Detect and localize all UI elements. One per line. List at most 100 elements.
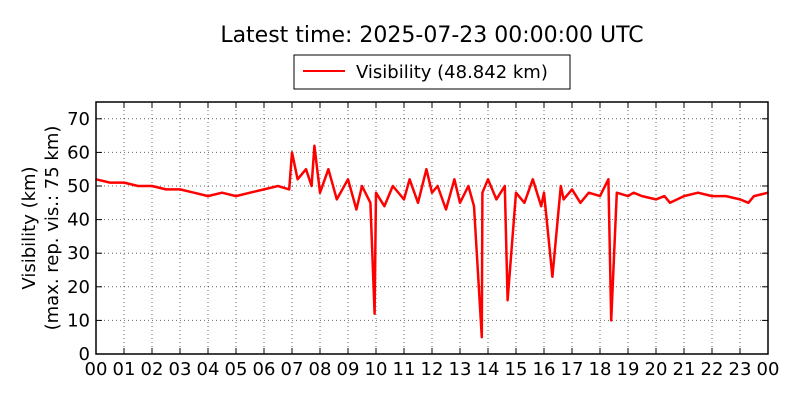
data-point	[616, 191, 618, 194]
data-point	[747, 202, 750, 204]
data-point	[383, 205, 386, 207]
data-point	[369, 202, 372, 204]
x-tick-label: 07	[281, 359, 304, 380]
data-point	[515, 191, 517, 194]
data-point	[179, 188, 181, 191]
x-tick-label: 06	[253, 359, 276, 380]
data-point	[560, 185, 562, 187]
data-point	[683, 195, 685, 197]
plot-area	[95, 144, 769, 339]
x-tick-label: 23	[729, 359, 752, 380]
data-point	[109, 181, 111, 184]
data-point	[123, 181, 125, 184]
x-tick-label: 21	[673, 359, 696, 380]
y-tick-label: 20	[67, 277, 90, 298]
data-point	[417, 202, 419, 204]
y-axis-label-line1: Visibility (km)	[19, 166, 40, 289]
data-point	[753, 195, 755, 197]
x-tick-label: 10	[365, 359, 388, 380]
data-point	[459, 202, 461, 204]
data-point	[425, 168, 428, 170]
x-tick-label: 08	[309, 359, 332, 380]
x-tick-label: 22	[701, 359, 724, 380]
data-point	[481, 191, 484, 194]
data-point	[310, 185, 313, 187]
data-point	[655, 198, 657, 201]
data-point	[725, 195, 727, 197]
x-tick-label: 13	[449, 359, 472, 380]
data-point	[571, 188, 573, 191]
x-tick-label: 02	[141, 359, 164, 380]
grid	[96, 102, 768, 354]
x-tick-label: 03	[169, 359, 192, 380]
data-point	[291, 151, 293, 154]
data-point	[487, 178, 489, 181]
data-point	[305, 168, 307, 170]
data-point	[627, 195, 629, 197]
x-tick-label: 05	[225, 359, 248, 380]
x-tick-label: 00	[757, 359, 780, 380]
x-tick-label: 16	[533, 359, 556, 380]
data-point	[506, 299, 509, 302]
data-point	[403, 198, 405, 201]
data-point	[599, 195, 601, 197]
data-point	[165, 188, 167, 191]
data-point	[373, 312, 376, 315]
data-point	[151, 185, 153, 187]
data-point	[711, 195, 713, 197]
data-point	[445, 208, 447, 211]
data-point	[296, 178, 299, 181]
data-point	[663, 195, 666, 197]
data-point	[336, 198, 338, 201]
plot-frame	[95, 101, 769, 355]
data-point	[221, 191, 223, 194]
x-tick-label: 09	[337, 359, 360, 380]
data-point	[235, 195, 237, 197]
data-point	[436, 185, 439, 187]
data-point	[467, 185, 470, 187]
data-point	[347, 178, 349, 181]
data-point	[137, 185, 139, 187]
legend: Visibility (48.842 km)	[293, 54, 571, 90]
x-tick-label: 04	[197, 359, 220, 380]
data-point	[607, 178, 610, 181]
y-tick-label: 60	[67, 142, 90, 163]
data-point	[453, 178, 456, 181]
data-point	[481, 336, 483, 339]
data-point	[697, 191, 699, 194]
data-point	[532, 178, 534, 181]
data-point	[473, 205, 475, 207]
data-point	[249, 191, 251, 194]
x-tick-label: 01	[113, 359, 136, 380]
data-point	[540, 205, 542, 207]
x-tick-label: 18	[589, 359, 612, 380]
data-point	[355, 208, 358, 211]
y-axis-label-line2: (max. rep. vis.: 75 km)	[42, 126, 63, 331]
data-point	[588, 191, 590, 194]
y-tick-label: 10	[67, 310, 90, 331]
data-point	[431, 191, 433, 194]
data-point	[641, 195, 643, 197]
data-point	[193, 191, 195, 194]
data-point	[392, 185, 394, 187]
x-tick-label: 19	[617, 359, 640, 380]
data-point	[669, 202, 671, 204]
y-tick-label: 0	[79, 344, 90, 365]
y-tick-label: 50	[67, 176, 90, 197]
data-point	[495, 198, 498, 201]
chart-title: Latest time: 2025-07-23 00:00:00 UTC	[220, 23, 643, 48]
data-point	[610, 319, 612, 322]
data-point	[543, 191, 545, 194]
data-point	[313, 144, 316, 147]
data-point	[408, 178, 411, 181]
data-point	[739, 198, 741, 201]
data-point	[579, 202, 582, 204]
x-tick-label: 15	[505, 359, 528, 380]
data-point	[361, 185, 363, 187]
data-point	[207, 195, 209, 197]
axes: 00 01 02 03 04 05 06 07 08 09 10 11 12 13 14 15 16 17 18 19…	[67, 101, 780, 380]
x-tick-label: 12	[421, 359, 444, 380]
data-point	[523, 202, 526, 204]
data-point	[375, 191, 377, 194]
